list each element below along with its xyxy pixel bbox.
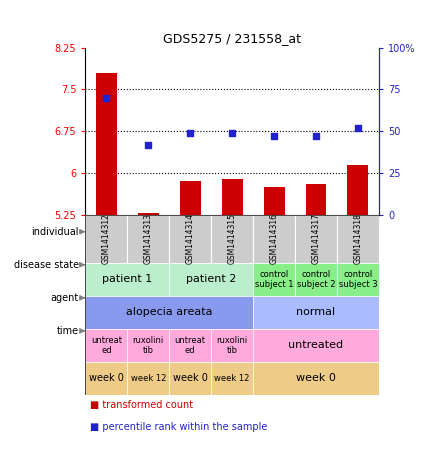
Text: control
subject 1: control subject 1 xyxy=(255,270,293,289)
Bar xyxy=(169,263,253,296)
Text: week 12: week 12 xyxy=(215,374,250,383)
Text: week 0: week 0 xyxy=(296,373,336,384)
Text: time: time xyxy=(57,326,79,336)
Point xyxy=(354,125,361,132)
Text: agent: agent xyxy=(51,293,79,303)
Point xyxy=(271,133,278,140)
Text: untreated: untreated xyxy=(289,340,343,351)
Bar xyxy=(96,73,117,215)
Bar xyxy=(127,362,169,395)
Text: week 12: week 12 xyxy=(131,374,166,383)
Bar xyxy=(85,329,127,362)
Text: GSM1414314: GSM1414314 xyxy=(186,213,195,265)
Bar xyxy=(85,362,127,395)
Text: GSM1414317: GSM1414317 xyxy=(311,213,321,265)
Text: control
subject 2: control subject 2 xyxy=(297,270,335,289)
Text: ruxolini
tib: ruxolini tib xyxy=(133,336,164,355)
Text: GSM1414312: GSM1414312 xyxy=(102,213,111,265)
Bar xyxy=(253,263,295,296)
Bar xyxy=(211,362,253,395)
Text: patient 1: patient 1 xyxy=(102,274,152,284)
Text: GSM1414315: GSM1414315 xyxy=(228,213,237,265)
Bar xyxy=(85,296,253,329)
Text: ruxolini
tib: ruxolini tib xyxy=(216,336,248,355)
Text: untreat
ed: untreat ed xyxy=(91,336,122,355)
Bar xyxy=(211,329,253,362)
Text: individual: individual xyxy=(32,226,79,237)
Bar xyxy=(295,263,337,296)
Point xyxy=(187,130,194,137)
Bar xyxy=(169,215,211,263)
Bar xyxy=(169,329,211,362)
Bar xyxy=(211,215,253,263)
Bar xyxy=(253,296,379,329)
Bar xyxy=(169,362,211,395)
Bar xyxy=(337,263,379,296)
Bar xyxy=(180,181,201,215)
Bar xyxy=(253,215,295,263)
Text: disease state: disease state xyxy=(14,260,79,270)
Text: control
subject 3: control subject 3 xyxy=(339,270,377,289)
Point xyxy=(312,133,319,140)
Bar xyxy=(127,329,169,362)
Bar xyxy=(253,362,379,395)
Text: GSM1414316: GSM1414316 xyxy=(269,213,279,265)
Bar xyxy=(295,215,337,263)
Bar xyxy=(222,179,243,215)
Text: normal: normal xyxy=(297,307,336,318)
Bar xyxy=(337,215,379,263)
Bar xyxy=(85,215,127,263)
Bar xyxy=(253,329,379,362)
Text: alopecia areata: alopecia areata xyxy=(126,307,212,318)
Title: GDS5275 / 231558_at: GDS5275 / 231558_at xyxy=(163,32,301,45)
Point xyxy=(103,94,110,101)
Bar xyxy=(85,263,169,296)
Bar xyxy=(347,165,368,215)
Text: week 0: week 0 xyxy=(173,373,208,384)
Bar xyxy=(305,184,326,215)
Text: untreat
ed: untreat ed xyxy=(175,336,206,355)
Text: patient 2: patient 2 xyxy=(186,274,237,284)
Text: ■ transformed count: ■ transformed count xyxy=(90,400,193,410)
Point xyxy=(229,130,236,137)
Bar xyxy=(127,215,169,263)
Text: ■ percentile rank within the sample: ■ percentile rank within the sample xyxy=(90,422,267,432)
Bar xyxy=(264,187,285,215)
Text: GSM1414318: GSM1414318 xyxy=(353,213,362,265)
Text: GSM1414313: GSM1414313 xyxy=(144,213,153,265)
Bar xyxy=(138,213,159,215)
Point xyxy=(145,141,152,149)
Text: week 0: week 0 xyxy=(89,373,124,384)
